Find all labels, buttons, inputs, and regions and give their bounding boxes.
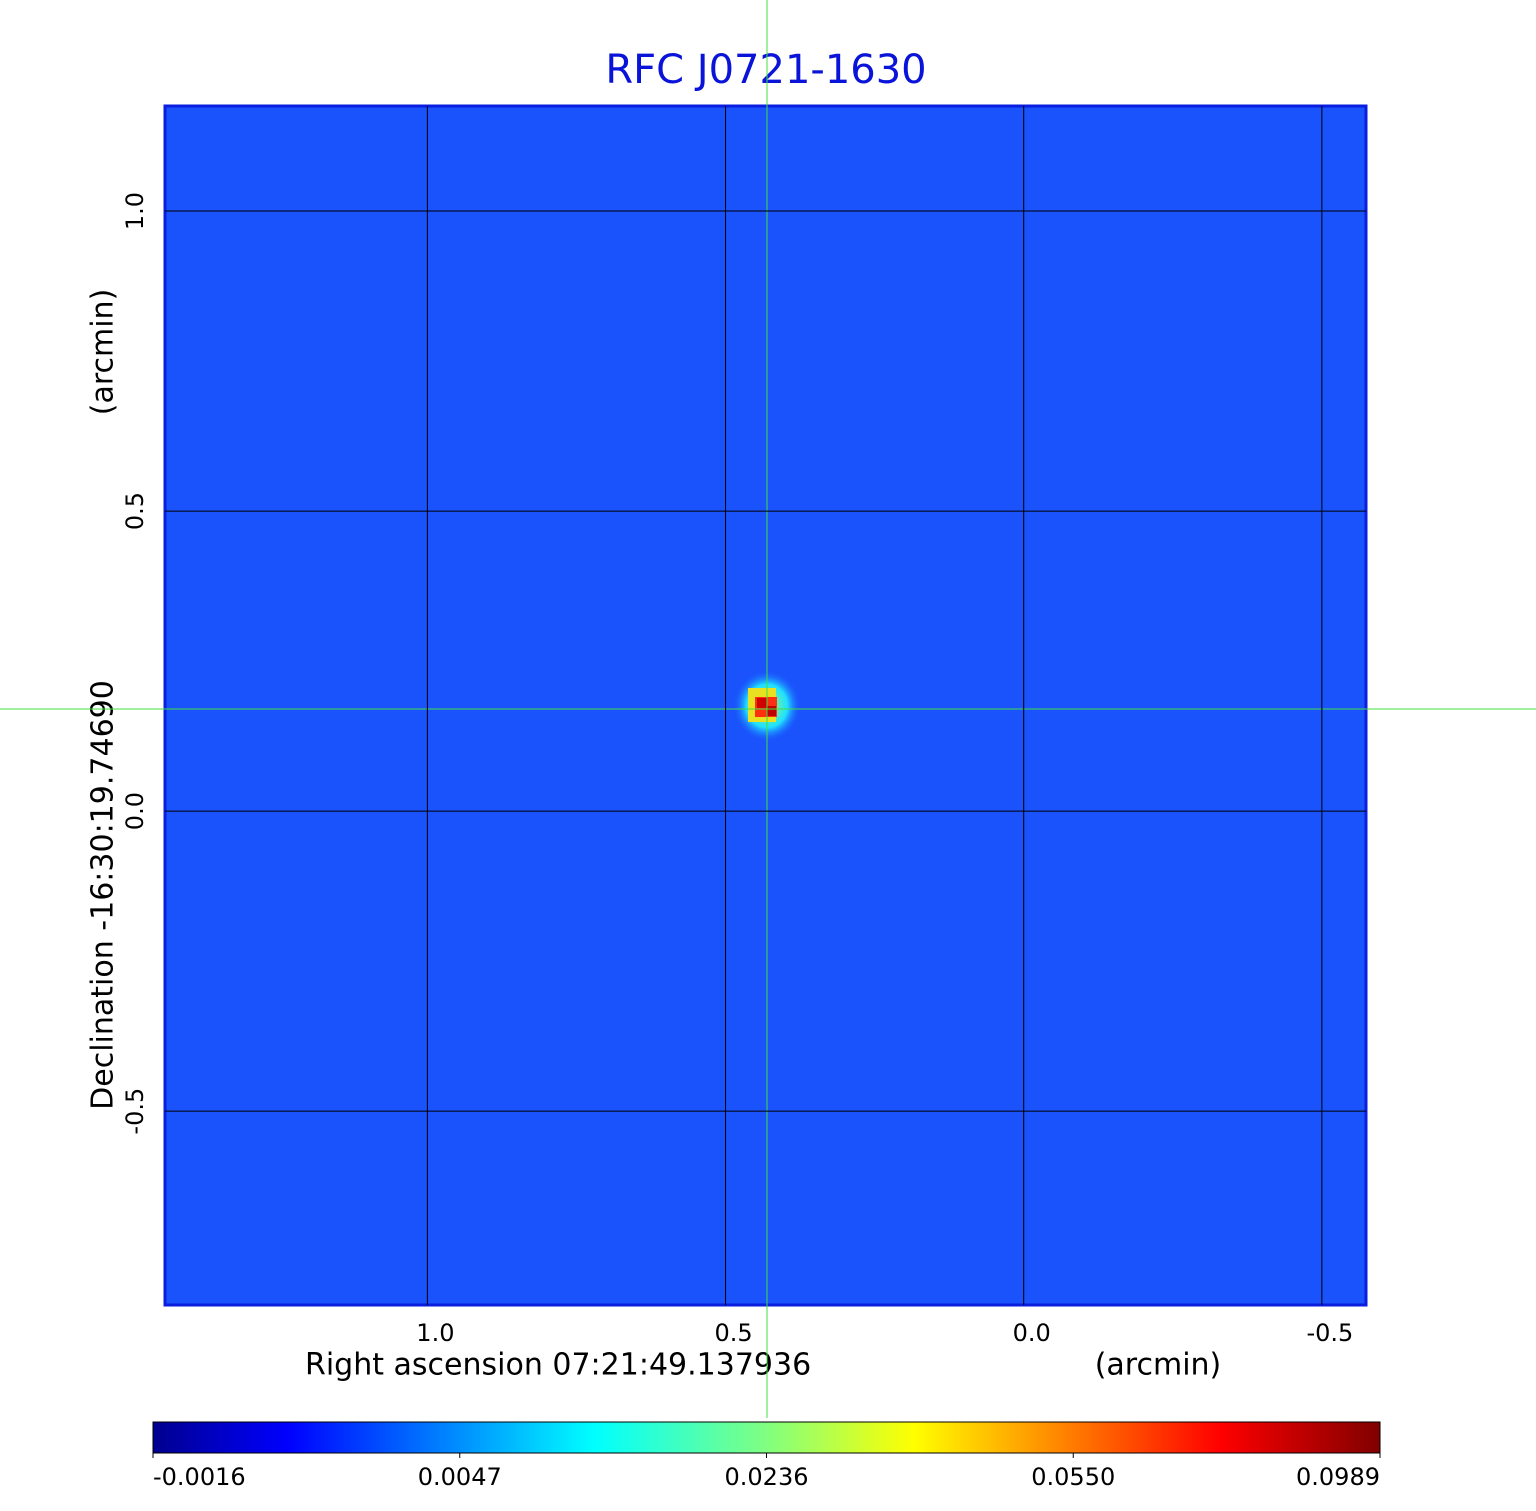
colorbar-tick-label: 0.0550 bbox=[1031, 1463, 1115, 1491]
colorbar bbox=[152, 1421, 1381, 1454]
y-axis-label: Declination -16:30:19.74690 bbox=[86, 680, 121, 1110]
y-tick-label: 1.0 bbox=[121, 192, 149, 230]
y-tick-label: -0.5 bbox=[121, 1088, 149, 1135]
y-axis-unit: (arcmin) bbox=[86, 289, 121, 416]
chart-title: RFC J0721-1630 bbox=[605, 47, 926, 93]
x-tick-label: -0.5 bbox=[1306, 1319, 1353, 1347]
x-axis-label: Right ascension 07:21:49.137936 bbox=[305, 1348, 811, 1383]
y-tick-label: 0.0 bbox=[121, 792, 149, 830]
x-tick-label: 1.0 bbox=[416, 1319, 454, 1347]
colorbar-tick-label: 0.0989 bbox=[1296, 1463, 1380, 1491]
colorbar-tick-label: 0.0236 bbox=[725, 1463, 809, 1491]
colorbar-tick-label: -0.0016 bbox=[153, 1463, 246, 1491]
x-tick-label: 0.0 bbox=[1013, 1319, 1051, 1347]
y-tick-label: 0.5 bbox=[121, 492, 149, 530]
colorbar-tick-label: 0.0047 bbox=[418, 1463, 502, 1491]
x-tick-label: 0.5 bbox=[714, 1319, 752, 1347]
x-axis-unit: (arcmin) bbox=[1095, 1348, 1222, 1383]
